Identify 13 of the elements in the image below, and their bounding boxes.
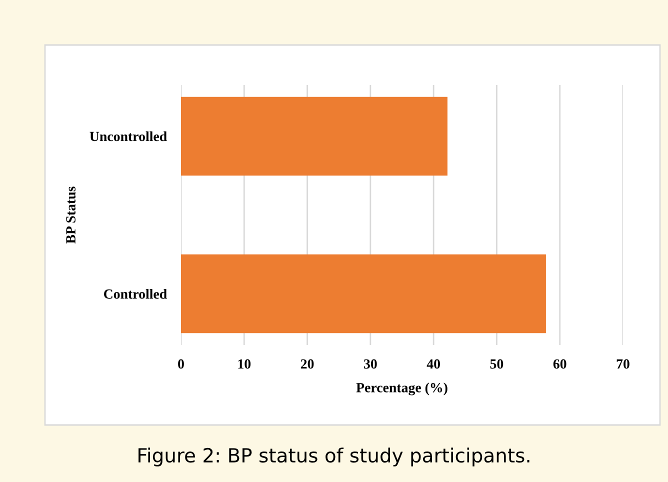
y-tick-label: Uncontrolled (90, 131, 167, 142)
x-tick-label: 20 (300, 359, 314, 369)
y-tick-label: Controlled (104, 288, 167, 299)
x-tick-label: 30 (364, 359, 377, 369)
x-axis-title: Percentage (%) (356, 382, 448, 396)
x-tick-label: 10 (238, 359, 251, 369)
caption: Figure 2: BP status of study participants. (138, 448, 530, 466)
x-tick-label: 70 (616, 359, 630, 369)
x-tick-label: 40 (426, 359, 440, 369)
x-tick-label: 50 (490, 359, 504, 369)
y-axis-title: BP Status (66, 186, 76, 244)
x-tick-label: 0 (178, 359, 184, 369)
x-tick-label: 60 (553, 359, 566, 369)
